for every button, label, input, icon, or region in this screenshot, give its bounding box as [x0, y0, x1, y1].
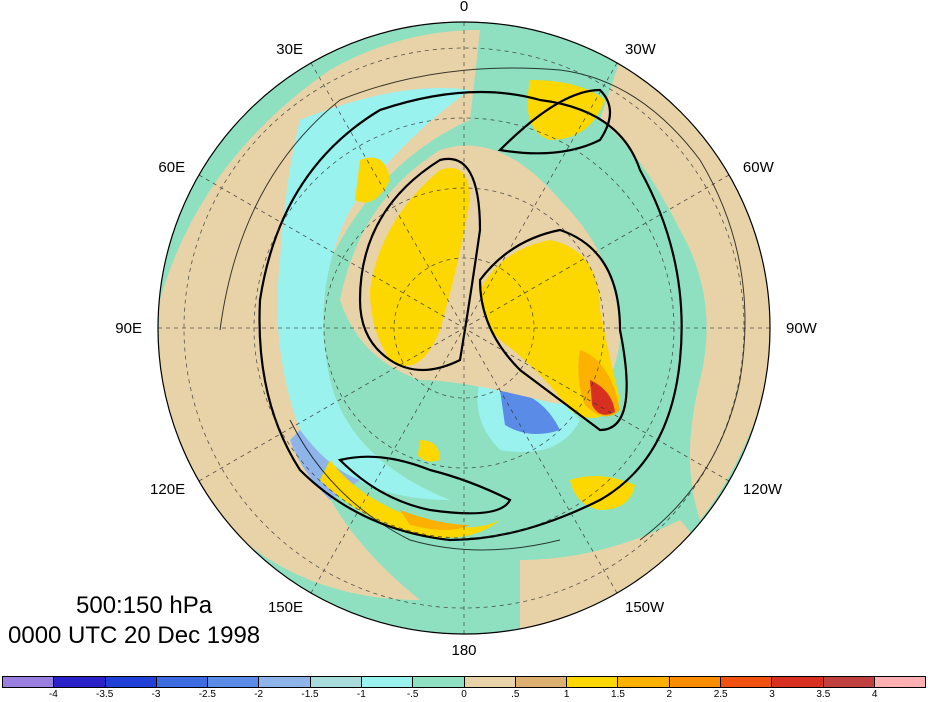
- lon-label-2: 60W: [743, 159, 775, 176]
- colorbar-swatch-14: [720, 677, 773, 687]
- colorbar-swatch-11: [567, 677, 619, 687]
- colorbar-swatch-1: [54, 677, 106, 687]
- colorbar-swatch-15: [772, 677, 824, 687]
- colorbar-swatch-16: [823, 677, 875, 687]
- colorbar-label-9: .5: [511, 689, 520, 700]
- lon-label-6: 180: [451, 642, 476, 659]
- lon-label-10: 60E: [158, 159, 185, 176]
- colorbar-label-11: 1.5: [611, 689, 625, 700]
- colorbar-swatch-4: [208, 677, 260, 687]
- lon-label-5: 150W: [625, 599, 665, 616]
- colorbar-swatch-10: [515, 677, 568, 687]
- lon-label-0: 0: [460, 0, 468, 15]
- colorbar-swatch-3: [156, 677, 209, 687]
- map-field: [158, 22, 770, 634]
- colorbar-swatch-7: [361, 677, 414, 687]
- colorbar-swatch-12: [618, 677, 670, 687]
- colorbar-label-12: 2: [666, 689, 673, 700]
- colorbar-swatch-5: [259, 677, 311, 687]
- caption-levels: 500:150 hPa: [76, 592, 213, 619]
- lon-label-7: 150E: [268, 599, 303, 616]
- colorbar-swatch-8: [413, 677, 465, 687]
- colorbar-swatch-17: [874, 677, 926, 687]
- longitude-labels: 0 30W 60W 90W 120W 150W 180 150E 120E 90E 60E 30E: [115, 0, 817, 659]
- colorbar-label-6: -1: [356, 689, 366, 700]
- colorbar-label-1: -3.5: [96, 689, 114, 700]
- colorbar-label-0: -4: [48, 689, 58, 700]
- colorbar-swatch-13: [669, 677, 721, 687]
- colorbar-label-15: 3.5: [816, 689, 831, 700]
- lon-label-9: 90E: [115, 320, 142, 337]
- colorbar-label-8: 0: [461, 689, 467, 700]
- colorbar-label-16: 4: [871, 689, 878, 700]
- colorbar-label-7: -.5: [406, 689, 419, 700]
- colorbar-label-2: -3: [151, 689, 161, 700]
- colorbar-label-4: -2: [254, 689, 264, 700]
- colorbar-labels: -4 -3.5 -3 -2.5 -2 -1.5 -1 -.5 0 .5 1 1.5 2 2.5 3 3.5 4: [2, 689, 926, 702]
- colorbar-label-10: 1: [563, 689, 570, 700]
- lon-label-11: 30E: [276, 41, 303, 58]
- colorbar-label-3: -2.5: [198, 689, 216, 700]
- colorbar-label-14: 3: [769, 689, 775, 700]
- lon-label-1: 30W: [625, 41, 657, 58]
- colorbar: [2, 676, 926, 688]
- caption-time: 0000 UTC 20 Dec 1998: [8, 622, 261, 649]
- colorbar-swatch-9: [464, 677, 516, 687]
- colorbar-label-5: -1.5: [301, 689, 319, 700]
- lon-label-8: 120E: [150, 481, 185, 498]
- colorbar-swatch-6: [310, 677, 362, 687]
- colorbar-swatch-0: [3, 677, 55, 687]
- lon-label-3: 90W: [786, 320, 818, 337]
- lon-label-4: 120W: [743, 481, 783, 498]
- colorbar-swatch-2: [105, 677, 157, 687]
- colorbar-label-13: 2.5: [713, 689, 728, 700]
